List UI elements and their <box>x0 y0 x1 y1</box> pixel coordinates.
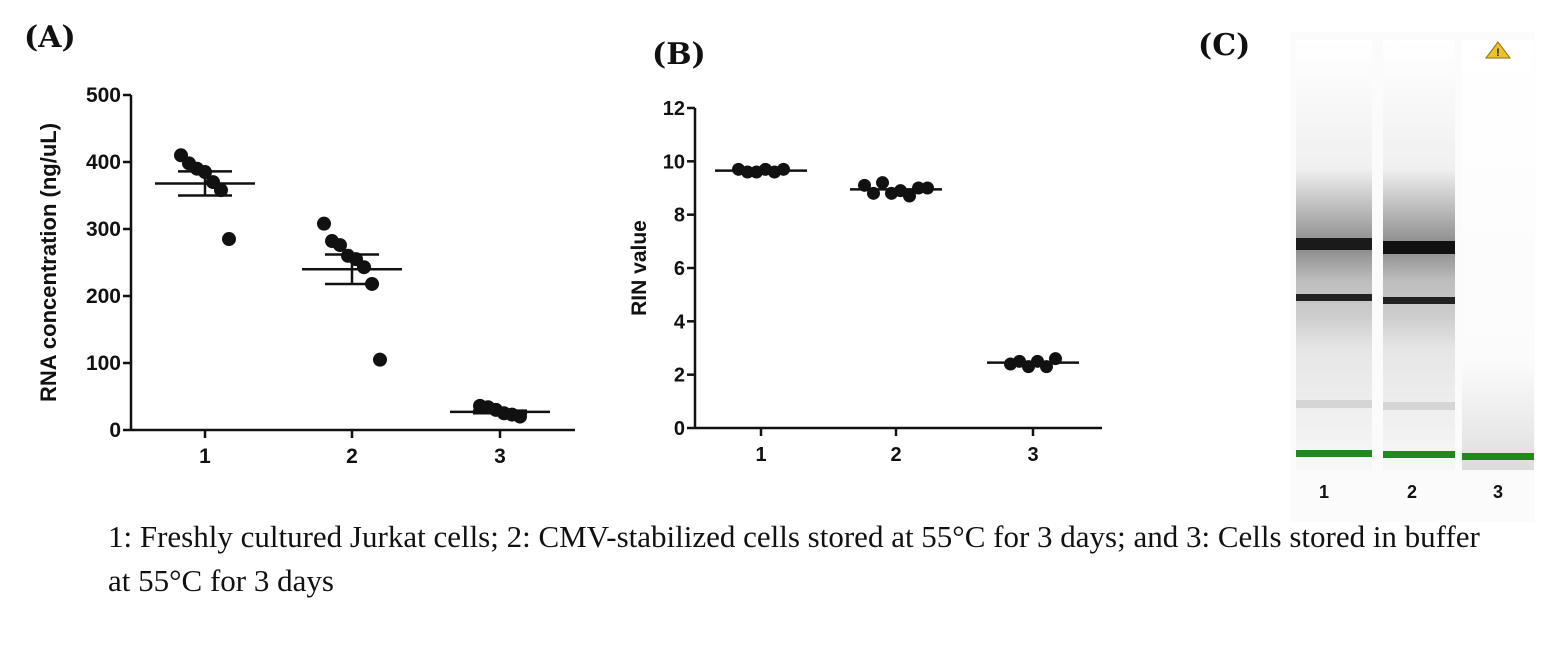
y-tick-label: 0 <box>109 419 121 442</box>
data-point <box>1004 357 1017 371</box>
data-point <box>341 248 355 263</box>
y-axis-label: RIN value <box>628 220 651 316</box>
data-point <box>489 402 503 417</box>
data-point <box>921 181 934 195</box>
data-point <box>349 252 363 267</box>
panel-label-c: (C) <box>1198 28 1251 63</box>
gel-lane-label-3: 3 <box>1493 482 1503 502</box>
data-point <box>198 165 212 180</box>
gel-lane-2 <box>1383 40 1455 470</box>
data-point <box>190 161 204 176</box>
data-point <box>867 186 880 200</box>
panel-label-b: (B) <box>652 37 706 72</box>
data-point <box>222 232 236 247</box>
y-axis-label: RNA concentration (ng/uL) <box>36 123 61 402</box>
x-tick-label: 3 <box>494 445 506 468</box>
panel-label-a: (A) <box>24 20 76 55</box>
y-tick-label: 12 <box>663 98 685 120</box>
y-tick-label: 6 <box>674 258 685 280</box>
data-point <box>206 175 220 190</box>
data-point <box>317 216 331 231</box>
x-tick-label: 2 <box>346 445 358 468</box>
data-point <box>777 162 790 176</box>
data-point <box>741 165 754 179</box>
y-tick-label: 500 <box>86 84 121 107</box>
data-point <box>333 238 347 253</box>
data-point <box>912 181 925 195</box>
x-tick-label: 2 <box>890 444 901 466</box>
data-point <box>1040 360 1053 374</box>
data-point <box>1013 354 1026 368</box>
figure-caption: 1: Freshly cultured Jurkat cells; 2: CMV… <box>108 519 1480 598</box>
data-point <box>373 352 387 367</box>
gel-lane-1 <box>1296 40 1372 470</box>
data-point <box>1049 352 1062 366</box>
data-point <box>876 176 889 190</box>
gel-lane-3 <box>1462 40 1534 470</box>
svg-text:!: ! <box>1496 47 1500 59</box>
data-point <box>903 189 916 203</box>
x-tick-label: 1 <box>755 444 766 466</box>
y-tick-label: 2 <box>674 365 685 387</box>
y-tick-label: 100 <box>86 352 121 375</box>
data-point <box>214 183 228 198</box>
y-tick-label: 4 <box>674 311 686 333</box>
data-point <box>513 409 527 424</box>
data-point <box>497 406 511 421</box>
gel-lane-label-2: 2 <box>1407 482 1417 502</box>
data-point <box>858 178 871 192</box>
data-point <box>759 162 772 176</box>
data-point <box>174 148 188 163</box>
data-point <box>1031 354 1044 368</box>
data-point <box>894 184 907 198</box>
data-point <box>182 156 196 171</box>
data-point <box>481 400 495 415</box>
y-tick-label: 200 <box>86 285 121 308</box>
x-tick-label: 1 <box>199 445 211 468</box>
data-point <box>750 165 763 179</box>
y-tick-label: 10 <box>663 151 685 173</box>
x-tick-label: 3 <box>1027 444 1038 466</box>
y-tick-label: 0 <box>674 418 685 440</box>
y-tick-label: 8 <box>674 205 685 227</box>
data-point <box>365 276 379 291</box>
chart-a-group: 0 100 200 300 400 500 RNA concentration (ng/uL… <box>36 84 575 468</box>
data-point <box>732 162 745 176</box>
data-point <box>768 165 781 179</box>
data-point <box>505 407 519 422</box>
gel-lane-label-1: 1 <box>1319 482 1329 502</box>
data-point <box>473 398 487 413</box>
data-point <box>357 260 371 275</box>
data-point <box>1022 360 1035 374</box>
data-point <box>325 234 339 249</box>
data-point <box>885 186 898 200</box>
y-tick-label: 400 <box>86 151 121 174</box>
y-tick-label: 300 <box>86 218 121 241</box>
warning-triangle-icon: ! <box>1485 41 1511 59</box>
